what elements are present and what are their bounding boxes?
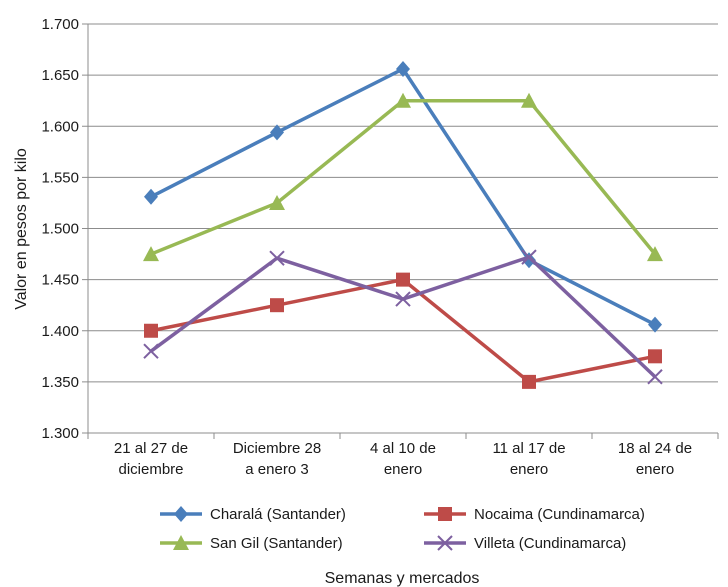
legend-marker (174, 506, 188, 522)
legend-marker (173, 535, 189, 550)
legend-label: San Gil (Santander) (210, 535, 343, 552)
y-tick-label: 1.600 (41, 118, 79, 135)
x-marker-stroke (269, 250, 285, 266)
y-tick-label: 1.400 (41, 323, 79, 340)
x-axis-title: Semanas y mercados (325, 570, 480, 587)
data-point (522, 252, 536, 269)
data-point (270, 298, 284, 313)
x-tick-label: a enero 3 (245, 461, 308, 478)
x-tick-label: Diciembre 28 (233, 440, 321, 457)
axes (82, 23, 719, 439)
series-lines (143, 60, 663, 389)
data-point (522, 374, 536, 389)
legend-marker (438, 507, 452, 521)
y-tick-label: 1.550 (41, 169, 79, 186)
data-point (521, 92, 537, 108)
legend-label: Charalá (Santander) (210, 506, 346, 523)
data-point (270, 124, 284, 141)
data-point (647, 246, 663, 262)
y-axis-title: Valor en pesos por kilo (13, 148, 30, 310)
data-point (143, 343, 159, 359)
x-tick-label: 4 al 10 de (370, 440, 436, 457)
x-marker-stroke (143, 343, 159, 359)
x-marker-stroke (437, 535, 453, 551)
y-tick-label: 1.650 (41, 67, 79, 84)
legend: Charalá (Santander) Nocaima (Cundinamarca… (160, 506, 645, 552)
data-point (396, 60, 410, 77)
x-marker-stroke (647, 369, 663, 385)
x-tick-label: 11 al 17 de (492, 440, 565, 457)
data-point (395, 291, 411, 307)
legend-label: Villeta (Cundinamarca) (474, 535, 626, 552)
x-tick-label: diciembre (118, 461, 183, 478)
data-point (647, 369, 663, 385)
x-tick-labels: 21 al 27 de diciembre Diciembre 28 a enero … (114, 440, 692, 478)
data-point (269, 250, 285, 266)
x-tick-label: enero (510, 461, 548, 478)
x-tick-label: 21 al 27 de (114, 440, 188, 457)
data-point (395, 92, 411, 108)
data-point (144, 188, 158, 205)
data-point (396, 272, 410, 287)
legend-label: Nocaima (Cundinamarca) (474, 506, 645, 523)
x-marker-stroke (395, 291, 411, 307)
x-tick-label: 18 al 24 de (618, 440, 692, 457)
legend-marker (437, 535, 453, 551)
y-tick-label: 1.450 (41, 272, 79, 289)
data-point (648, 349, 662, 364)
y-tick-label: 1.500 (41, 221, 79, 238)
y-tick-label: 1.300 (41, 425, 79, 442)
data-point (143, 246, 159, 262)
x-tick-label: enero (636, 461, 674, 478)
data-point (144, 323, 158, 338)
x-tick-label: enero (384, 461, 422, 478)
y-tick-label: 1.700 (41, 16, 79, 33)
data-point (269, 194, 285, 210)
y-tick-labels: 1.300 1.350 1.400 1.450 1.500 1.550 1.600 1.650… (41, 16, 79, 442)
x-marker-stroke (521, 249, 537, 265)
data-point (521, 249, 537, 265)
y-tick-label: 1.350 (41, 374, 79, 391)
data-point (648, 316, 662, 333)
